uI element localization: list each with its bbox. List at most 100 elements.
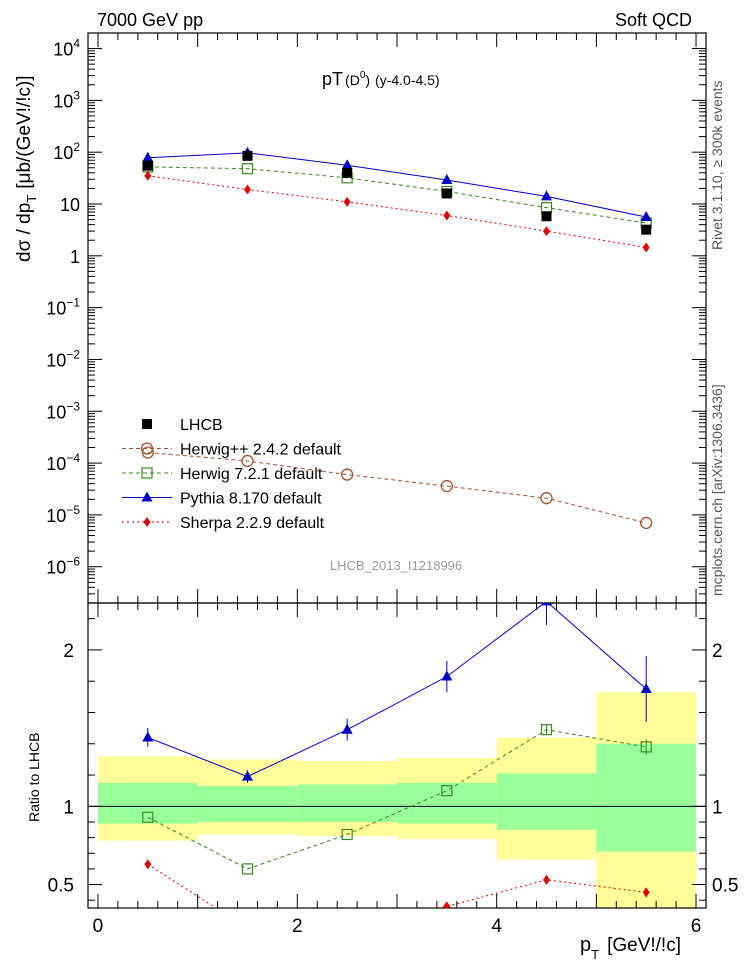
- y-tick-label: 10−1: [46, 296, 80, 319]
- ratio-band-inner: [97, 782, 198, 824]
- ratio-band-inner: [197, 786, 298, 822]
- mcplots-label: mcplots.cern.ch [arXiv:1306.3436]: [709, 384, 725, 596]
- ratio-point-herwig7: [441, 785, 453, 797]
- point-sherpa: [543, 226, 551, 237]
- point-sherpa: [243, 184, 251, 195]
- rivet-label: Rivet 3.1.10, ≥ 300k events: [709, 80, 725, 250]
- y-tick-label: 104: [53, 37, 80, 60]
- y-tick-label: 103: [53, 88, 80, 111]
- series-line-pythia: [147, 152, 647, 218]
- ratio-point-sherpa: [244, 923, 251, 933]
- ratio-tick-label: 2: [63, 641, 74, 662]
- ratio-point-pythia: [640, 683, 652, 694]
- legend-label-sherpa: Sherpa 2.2.9 default: [180, 515, 325, 532]
- plot-layers: 0 2 4 6 0.5 0.5 1 1 2 2: [48, 32, 738, 937]
- y-tick-label: 10−4: [46, 451, 80, 474]
- point-herwigpp: [241, 454, 254, 468]
- ratio-point-sherpa: [144, 859, 152, 870]
- point-sherpa: [443, 210, 451, 221]
- ratio-tick-label-right: 1: [712, 797, 723, 818]
- ratio-point-herwig7: [241, 863, 254, 875]
- point-sherpa: [343, 196, 351, 207]
- y-tick-label: 10: [60, 195, 80, 215]
- point-pythia: [142, 151, 154, 162]
- ratio-tick-label-right: 2: [712, 641, 723, 662]
- ratio-point-herwig7: [640, 741, 652, 753]
- legend-marker-herwig7: [141, 467, 153, 479]
- legend-label-lhcb: LHCB: [180, 417, 223, 434]
- ratio-point-sherpa: [543, 874, 551, 885]
- point-lhcb: [242, 150, 253, 161]
- ratio-tick-label: 0.5: [48, 876, 74, 897]
- y-axis-label: dσ / dpT[μb/(GeV!/!c)]: [14, 75, 39, 262]
- ratio-band-inner: [496, 773, 597, 830]
- point-pythia: [541, 190, 553, 201]
- legend-label-pythia: Pythia 8.170 default: [180, 491, 322, 508]
- legend-marker-lhcb: [142, 419, 152, 429]
- y-tick-label: 102: [53, 140, 80, 163]
- point-herwigpp: [540, 492, 553, 505]
- legend: LHCB Herwig++ 2.4.2 default Herwig 7.2.1 d…: [122, 417, 342, 532]
- ratio-band-inner: [297, 784, 397, 822]
- series-line-sherpa: [147, 175, 647, 248]
- point-herwigpp: [640, 516, 653, 530]
- ratio-point-sherpa: [344, 916, 351, 926]
- point-lhcb: [641, 224, 652, 235]
- analysis-id: LHCB_2013_I1218996: [330, 558, 462, 573]
- ratio-point-pythia: [142, 731, 154, 742]
- x-tick-label: 6: [691, 916, 702, 937]
- point-pythia: [441, 174, 453, 185]
- point-lhcb: [441, 188, 452, 199]
- ratio-axis-label: Ratio to LHCB: [26, 733, 42, 822]
- ratio-point-pythia: [341, 723, 353, 734]
- point-sherpa: [642, 242, 650, 253]
- ratio-point-herwig7: [341, 828, 353, 841]
- plot-title-particle-sup: 0: [360, 70, 366, 81]
- main-panel-series: [141, 146, 653, 530]
- ratio-point-pythia: [541, 603, 553, 606]
- plot-title-main: pT: [322, 69, 343, 89]
- series-line-herwigpp: [147, 452, 647, 524]
- legend-label-herwig7: Herwig 7.2.1 default: [180, 466, 323, 483]
- legend-label-herwigpp: Herwig++ 2.4.2 default: [180, 442, 342, 459]
- legend-marker-herwigpp: [140, 442, 154, 455]
- point-pythia: [341, 159, 353, 170]
- point-herwigpp: [341, 468, 354, 481]
- energy-label: 7000 GeV pp: [97, 10, 203, 30]
- y-tick-label: 10−5: [46, 503, 80, 526]
- x-tick-label: 0: [93, 916, 104, 937]
- ratio-band-inner: [397, 782, 497, 824]
- ratio-point-sherpa: [642, 887, 650, 898]
- ratio-tick-label-right: 0.5: [712, 876, 738, 897]
- y-tick-label: 10−6: [46, 555, 80, 578]
- process-label: Soft QCD: [615, 10, 692, 30]
- point-lhcb: [142, 160, 153, 171]
- x-tick-label: 4: [491, 916, 502, 937]
- point-lhcb: [541, 211, 552, 222]
- point-pythia: [640, 211, 652, 222]
- y-tick-label: 10−3: [46, 399, 80, 422]
- ratio-point-pythia: [241, 770, 253, 781]
- x-axis-label: pT [GeV!/!c]: [580, 934, 681, 962]
- y-tick-label: 10−2: [46, 347, 80, 370]
- plot-title-sub: (y-4.0-4.5): [375, 72, 440, 88]
- legend-marker-pythia: [141, 491, 153, 502]
- point-herwigpp: [440, 479, 453, 493]
- plot-title-particle: D: [350, 72, 360, 88]
- plot-title: pT (D0) (y-4.0-4.5): [322, 69, 440, 89]
- point-sherpa: [144, 170, 152, 181]
- point-herwigpp: [141, 446, 154, 459]
- ratio-band-inner: [596, 743, 697, 852]
- point-lhcb: [342, 167, 353, 178]
- ratio-panel-series: [142, 603, 652, 933]
- ratio-point-herwig7: [142, 811, 154, 823]
- ratio-tick-label: 1: [63, 797, 74, 818]
- point-herwig7: [241, 163, 254, 175]
- x-tick-label: 2: [292, 916, 303, 937]
- y-tick-label: 1: [70, 247, 80, 267]
- legend-marker-sherpa: [143, 517, 151, 527]
- ratio-line-pythia: [147, 603, 647, 778]
